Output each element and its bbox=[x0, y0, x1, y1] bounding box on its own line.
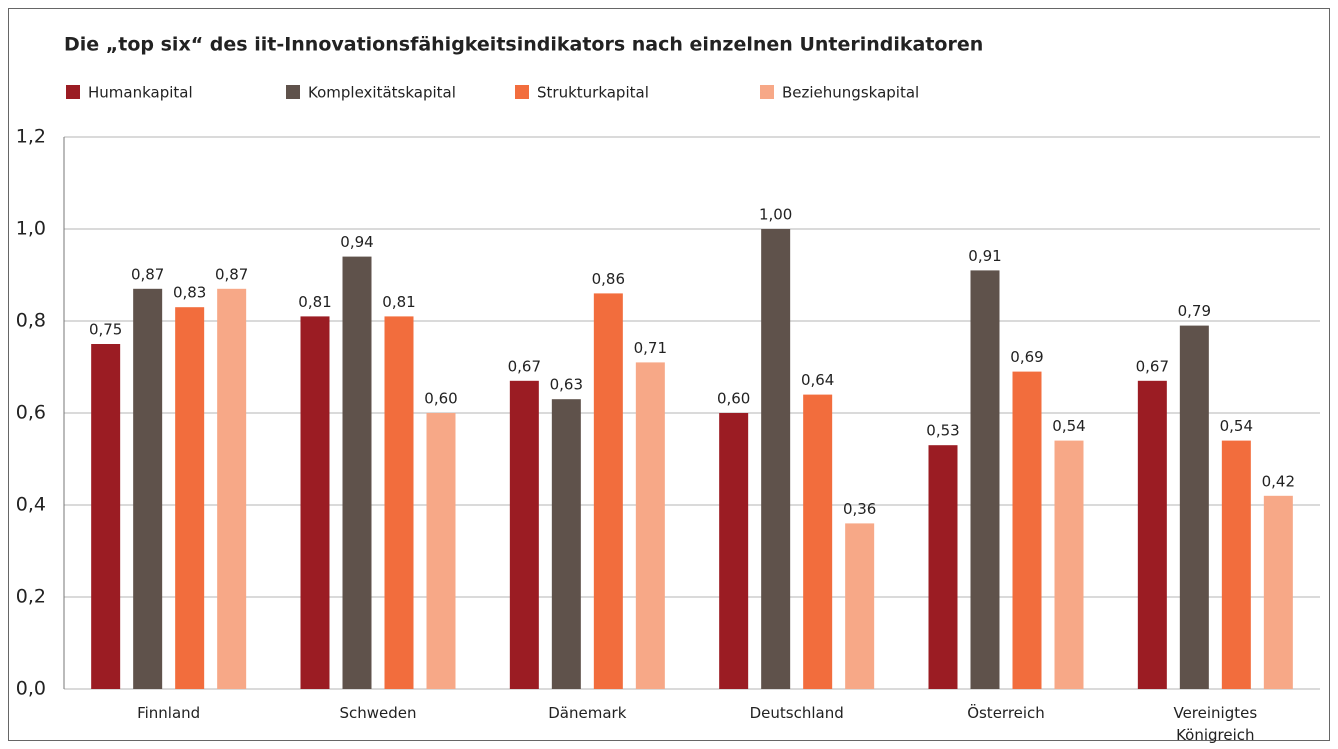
data-label: 0,67 bbox=[1136, 357, 1169, 375]
legend-swatch bbox=[286, 85, 300, 99]
data-label: 0,60 bbox=[424, 390, 457, 408]
bar bbox=[761, 229, 791, 689]
bar bbox=[803, 394, 833, 689]
y-tick-label: 1,2 bbox=[16, 126, 46, 148]
bar bbox=[635, 362, 665, 689]
data-label: 0,71 bbox=[634, 339, 667, 357]
data-label: 0,81 bbox=[382, 293, 415, 311]
data-label: 0,91 bbox=[968, 247, 1001, 265]
data-label: 0,67 bbox=[508, 357, 541, 375]
bar bbox=[1179, 325, 1209, 689]
chart-title: Die „top six“ des iit-Innovationsfähigke… bbox=[64, 34, 983, 56]
frame bbox=[8, 8, 1330, 741]
bar bbox=[384, 316, 414, 689]
data-label: 0,75 bbox=[89, 321, 122, 339]
bar bbox=[928, 445, 958, 689]
legend-label: Strukturkapital bbox=[537, 84, 649, 102]
bar bbox=[593, 293, 623, 689]
bar bbox=[1137, 380, 1167, 689]
bar bbox=[719, 413, 749, 689]
data-label: 0,81 bbox=[298, 293, 331, 311]
data-label: 0,69 bbox=[1010, 348, 1043, 366]
bar bbox=[342, 256, 372, 689]
x-tick-label: Vereinigtes Königreich bbox=[1173, 704, 1258, 744]
x-tick-label: Finnland bbox=[137, 704, 201, 722]
bar bbox=[175, 307, 205, 689]
bar bbox=[217, 288, 247, 689]
legend-label: Beziehungskapital bbox=[782, 84, 919, 102]
y-tick-label: 0,0 bbox=[16, 678, 46, 700]
x-tick-label: Österreich bbox=[967, 704, 1045, 722]
legend-swatch bbox=[760, 85, 774, 99]
data-label: 0,64 bbox=[801, 371, 834, 389]
bar bbox=[300, 316, 330, 689]
data-label: 0,87 bbox=[131, 265, 164, 283]
bar bbox=[845, 523, 875, 689]
data-label: 0,79 bbox=[1178, 302, 1211, 320]
bar bbox=[970, 270, 1000, 689]
bar bbox=[1221, 440, 1251, 689]
y-tick-label: 0,8 bbox=[16, 310, 46, 332]
bar bbox=[1263, 495, 1293, 689]
bar bbox=[551, 399, 581, 689]
legend-label: Humankapital bbox=[88, 84, 193, 102]
data-label: 0,63 bbox=[550, 376, 583, 394]
x-tick-label: Dänemark bbox=[548, 704, 627, 722]
x-tick-label: Schweden bbox=[339, 704, 417, 722]
data-label: 0,87 bbox=[215, 265, 248, 283]
data-label: 1,00 bbox=[759, 206, 792, 224]
legend-swatch bbox=[66, 85, 80, 99]
data-label: 0,54 bbox=[1052, 417, 1085, 435]
y-tick-label: 0,6 bbox=[16, 402, 46, 424]
data-label: 0,54 bbox=[1220, 417, 1253, 435]
y-tick-label: 1,0 bbox=[16, 218, 46, 240]
y-tick-label: 0,4 bbox=[16, 494, 46, 516]
y-tick-label: 0,2 bbox=[16, 586, 46, 608]
data-label: 0,36 bbox=[843, 500, 876, 518]
legend-label: Komplexitätskapital bbox=[308, 84, 456, 102]
data-label: 0,53 bbox=[926, 422, 959, 440]
bar bbox=[426, 413, 456, 689]
data-label: 0,94 bbox=[340, 233, 373, 251]
data-label: 0,86 bbox=[592, 270, 625, 288]
x-tick-label: Deutschland bbox=[749, 704, 844, 722]
bar bbox=[91, 344, 121, 689]
bar bbox=[1054, 440, 1084, 689]
data-label: 0,83 bbox=[173, 284, 206, 302]
bar bbox=[509, 380, 539, 689]
data-label: 0,42 bbox=[1262, 472, 1295, 490]
legend-swatch bbox=[515, 85, 529, 99]
data-label: 0,60 bbox=[717, 390, 750, 408]
bar bbox=[133, 288, 163, 689]
bar bbox=[1012, 371, 1042, 689]
